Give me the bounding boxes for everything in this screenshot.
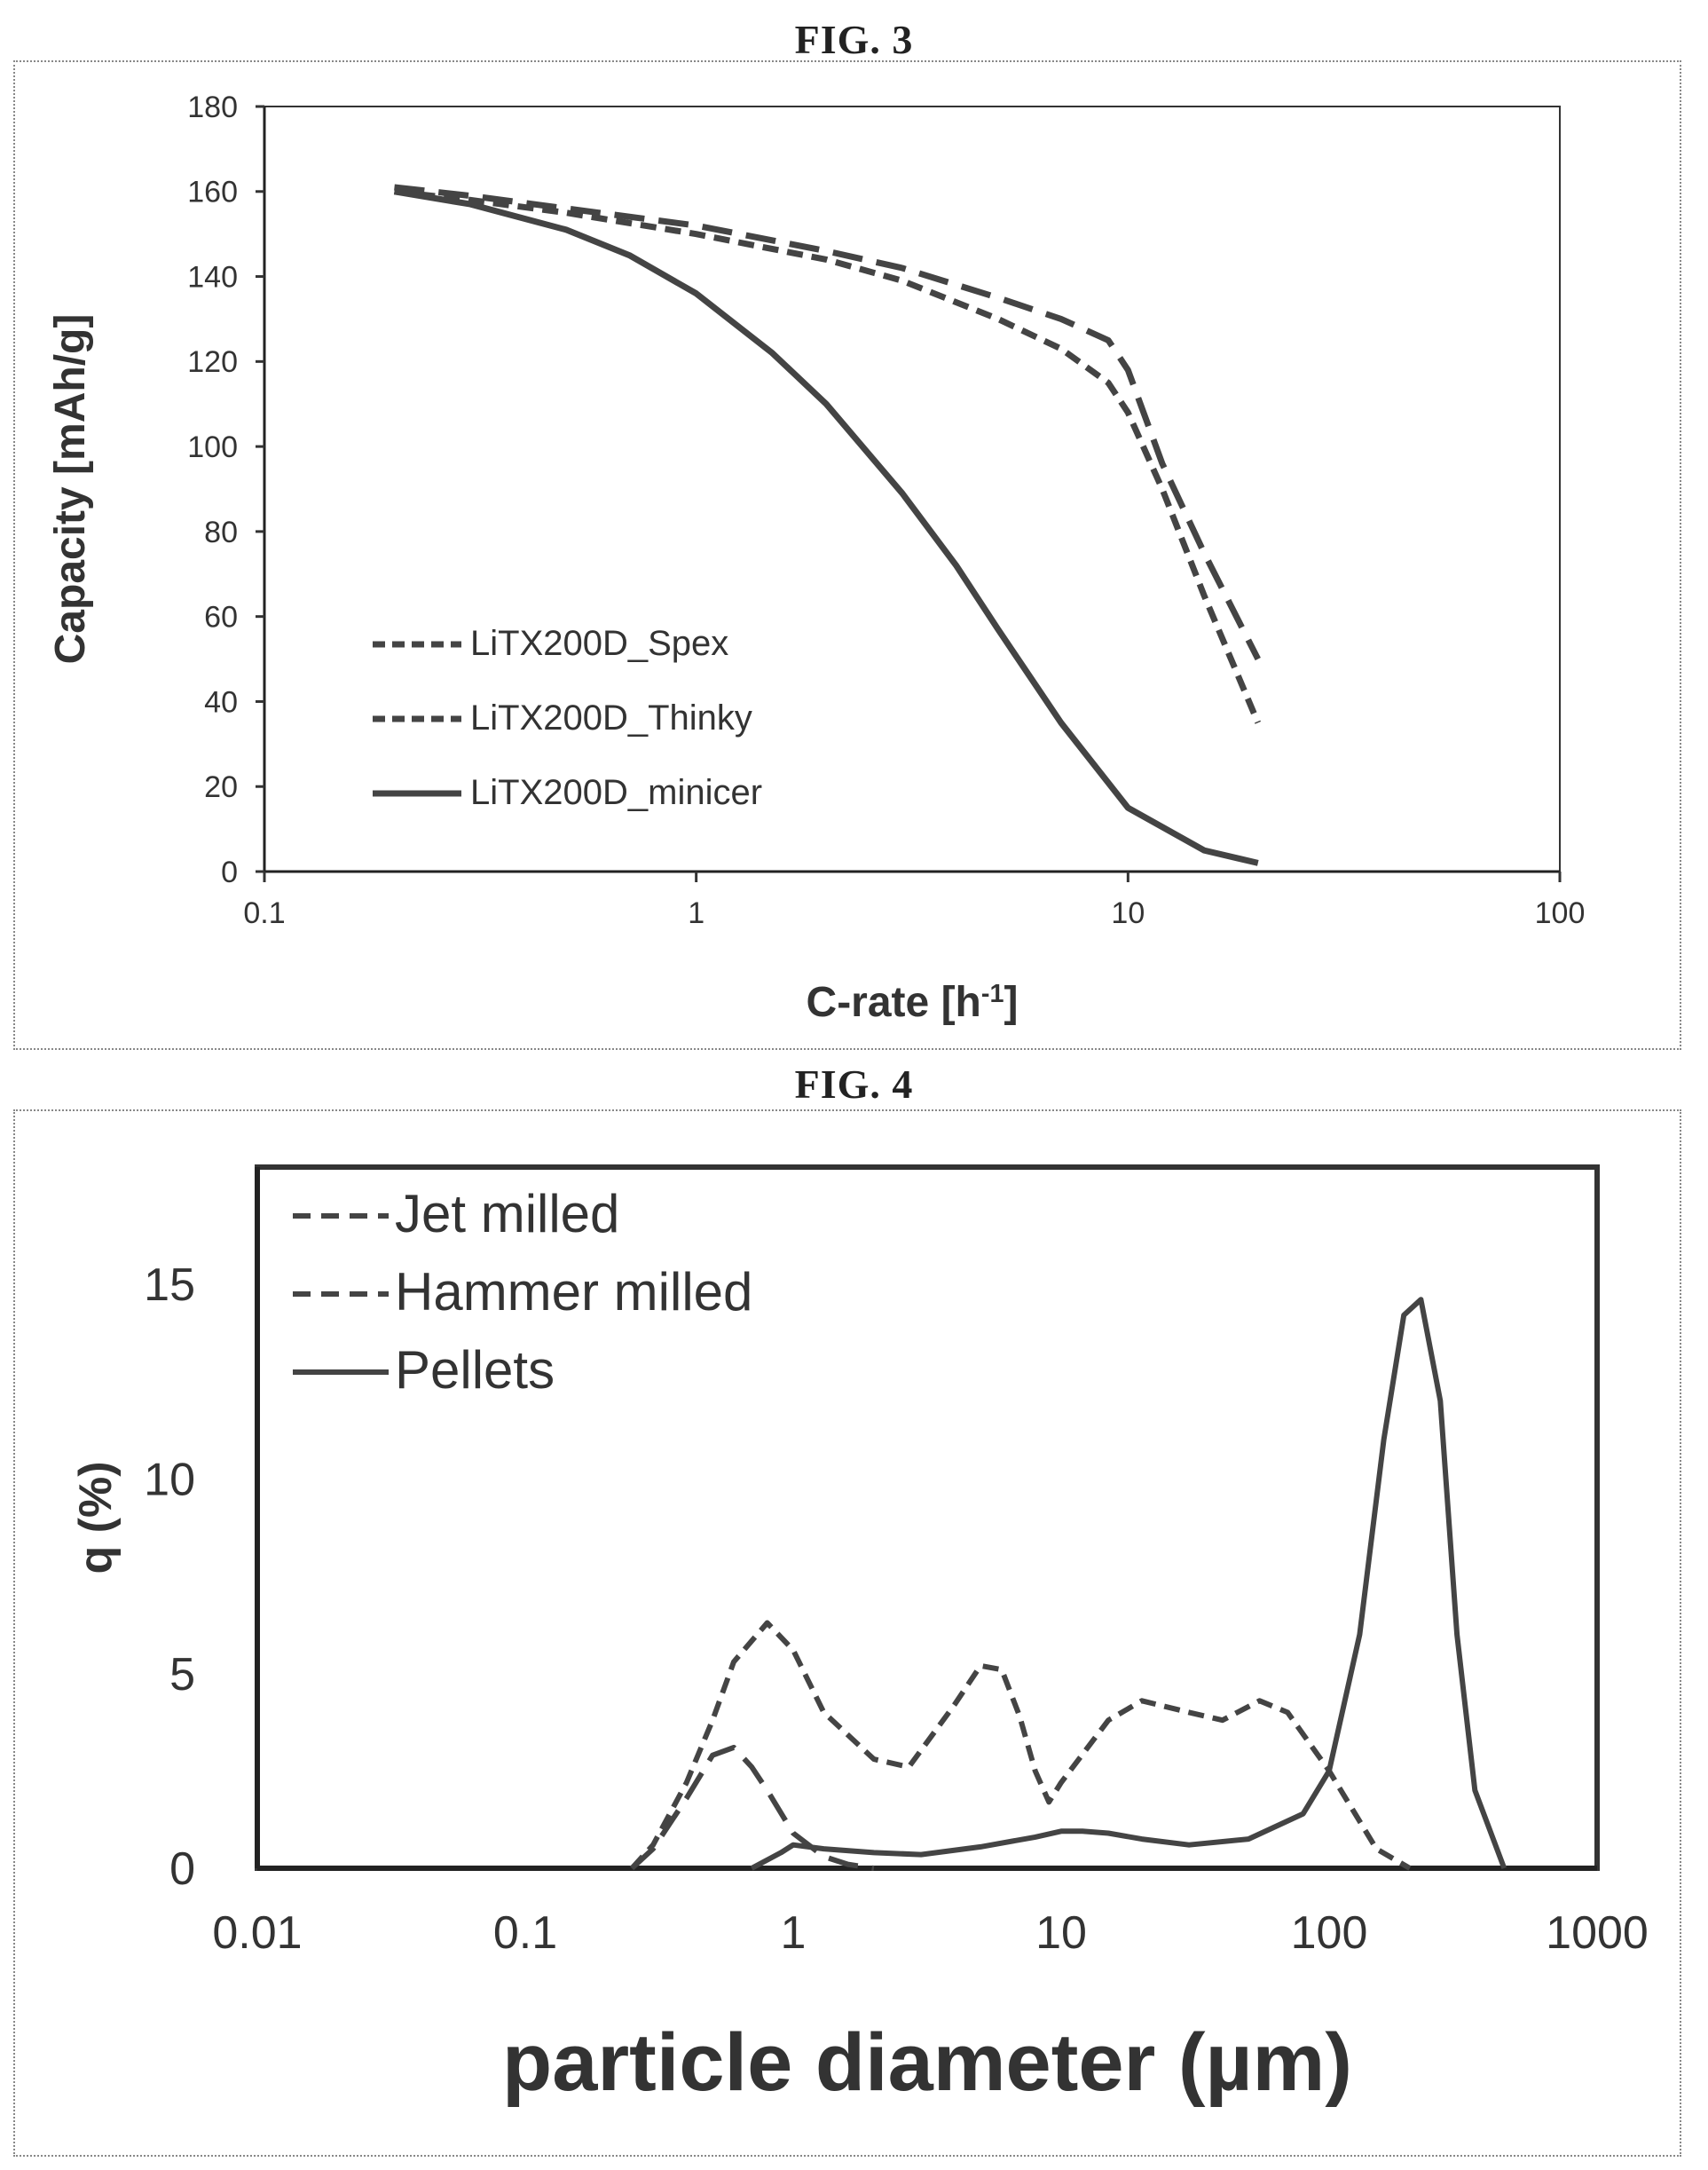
fig3-y-tick-label: 20 <box>204 770 238 804</box>
fig4-panel <box>13 1109 1681 2157</box>
fig3-x-tick-label: 0.1 <box>243 896 285 930</box>
fig3-legend-label: LiTX200D_Thinky <box>470 698 752 738</box>
fig3-y-tick-label: 40 <box>204 685 238 719</box>
fig3-x-tick-label: 1 <box>688 896 704 930</box>
fig3-y-tick-label: 80 <box>204 516 238 549</box>
fig3-x-tick-label: 10 <box>1111 896 1145 930</box>
fig3-x-tick-label: 100 <box>1535 896 1586 930</box>
fig3-legend-label: LiTX200D_Spex <box>470 624 728 663</box>
fig3-legend-label: LiTX200D_minicer <box>470 773 762 812</box>
fig3-x-axis-label-end: ] <box>1004 979 1018 1026</box>
fig3-plot-frame <box>264 107 1560 872</box>
fig4-title: FIG. 4 <box>0 1061 1708 1108</box>
fig3-x-axis-label-superscript: -1 <box>981 980 1004 1008</box>
fig3-y-tick-label: 140 <box>187 260 238 294</box>
fig3-series-line-litx200d-minicer <box>395 192 1258 864</box>
fig3-y-tick-label: 160 <box>187 176 238 209</box>
fig3-y-axis-label: Capacity [mAh/g] <box>47 314 94 665</box>
fig3-y-tick-label: 0 <box>221 856 238 889</box>
fig3-y-tick-label: 120 <box>187 345 238 379</box>
fig3-y-tick-label: 60 <box>204 601 238 635</box>
fig3-y-tick-label: 180 <box>187 91 238 124</box>
fig3-y-tick-label: 100 <box>187 430 238 464</box>
fig3-x-axis-label: C-rate [h-1] <box>807 979 1019 1026</box>
